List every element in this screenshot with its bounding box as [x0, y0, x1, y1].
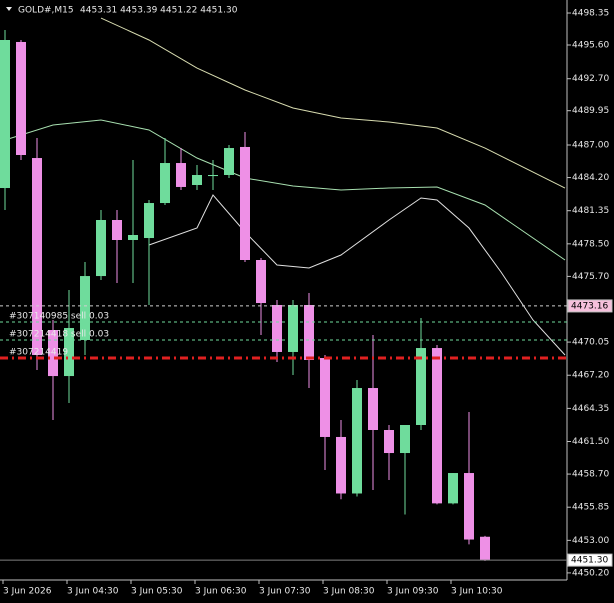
order-label: #307214418 sell 0.03 — [9, 330, 109, 340]
order-label: #307140985 sell 0.03 — [9, 311, 109, 321]
candle-body — [464, 473, 474, 540]
y-tick-label: 4481.35 — [572, 206, 609, 216]
x-tick-label: 3 Jun 09:30 — [387, 587, 439, 597]
price-tag — [567, 553, 613, 567]
y-tick-label: 4484.20 — [572, 173, 609, 183]
candle-body — [384, 430, 394, 454]
candle-body — [448, 473, 458, 504]
candle-body — [256, 260, 266, 304]
candle-body — [112, 220, 122, 240]
candle-body — [416, 348, 426, 425]
x-tick-label: 3 Jun 06:30 — [195, 587, 247, 597]
y-tick-label: 4461.50 — [572, 437, 609, 447]
candle-body — [336, 436, 346, 494]
y-tick-label: 4450.20 — [572, 568, 609, 578]
price-tag — [567, 299, 613, 313]
x-tick-label: 3 Jun 05:30 — [131, 587, 183, 597]
order-label: #307214419 — [9, 348, 68, 358]
price-tag-label: 4473.16 — [571, 301, 608, 311]
y-tick-label: 4453.00 — [572, 536, 609, 546]
y-tick-label: 4492.70 — [572, 74, 609, 84]
candle-body — [192, 175, 202, 185]
candle-body — [0, 40, 10, 189]
candle-body — [400, 425, 410, 454]
candle-body — [288, 305, 298, 352]
y-tick-label: 4498.35 — [572, 9, 609, 19]
candle-body — [64, 328, 74, 377]
x-tick-label: 3 Jun 08:30 — [323, 587, 375, 597]
x-tick-label: 3 Jun 10:30 — [451, 587, 503, 597]
candle-body — [208, 175, 218, 177]
candle-body — [432, 348, 442, 504]
candle-body — [32, 158, 42, 355]
candle-body — [352, 388, 362, 494]
candle-body — [240, 146, 250, 260]
y-tick-label: 4478.50 — [572, 239, 609, 249]
y-tick-label: 4467.20 — [572, 371, 609, 381]
candle-body — [128, 235, 138, 240]
x-tick-label: 3 Jun 2026 — [3, 587, 52, 597]
candle-body — [48, 330, 58, 377]
indicator-line — [100, 17, 566, 189]
candle-body — [320, 358, 330, 437]
x-tick-label: 3 Jun 04:30 — [67, 587, 119, 597]
candle-body — [304, 305, 314, 360]
chart-title: GOLD#,M15 — [18, 6, 74, 16]
y-tick-label: 4495.60 — [572, 41, 609, 51]
candle-body — [224, 148, 234, 175]
y-tick-label: 4470.05 — [572, 338, 609, 348]
candle-body — [176, 163, 186, 187]
y-tick-label: 4455.85 — [572, 503, 609, 513]
indicator-line — [4, 119, 566, 261]
candle-body — [160, 163, 170, 204]
candle-body — [96, 220, 106, 277]
ohlc-text: 4453.31 4453.39 4451.22 4451.30 — [80, 6, 238, 16]
candle-body — [480, 536, 490, 561]
price-tag-label: 4451.30 — [571, 556, 608, 566]
y-tick-label: 4464.35 — [572, 404, 609, 414]
x-tick-label: 3 Jun 07:30 — [259, 587, 311, 597]
menu-arrow[interactable] — [6, 7, 12, 11]
candle-body — [272, 305, 282, 352]
candle-body — [16, 41, 26, 155]
candle-body — [368, 388, 378, 430]
y-tick-label: 4487.00 — [572, 141, 609, 151]
indicator-line — [148, 194, 566, 356]
candle-body — [144, 203, 154, 239]
y-tick-label: 4489.95 — [572, 106, 609, 116]
y-tick-label: 4475.70 — [572, 272, 609, 282]
y-tick-label: 4458.70 — [572, 470, 609, 480]
candle-body — [80, 276, 90, 340]
